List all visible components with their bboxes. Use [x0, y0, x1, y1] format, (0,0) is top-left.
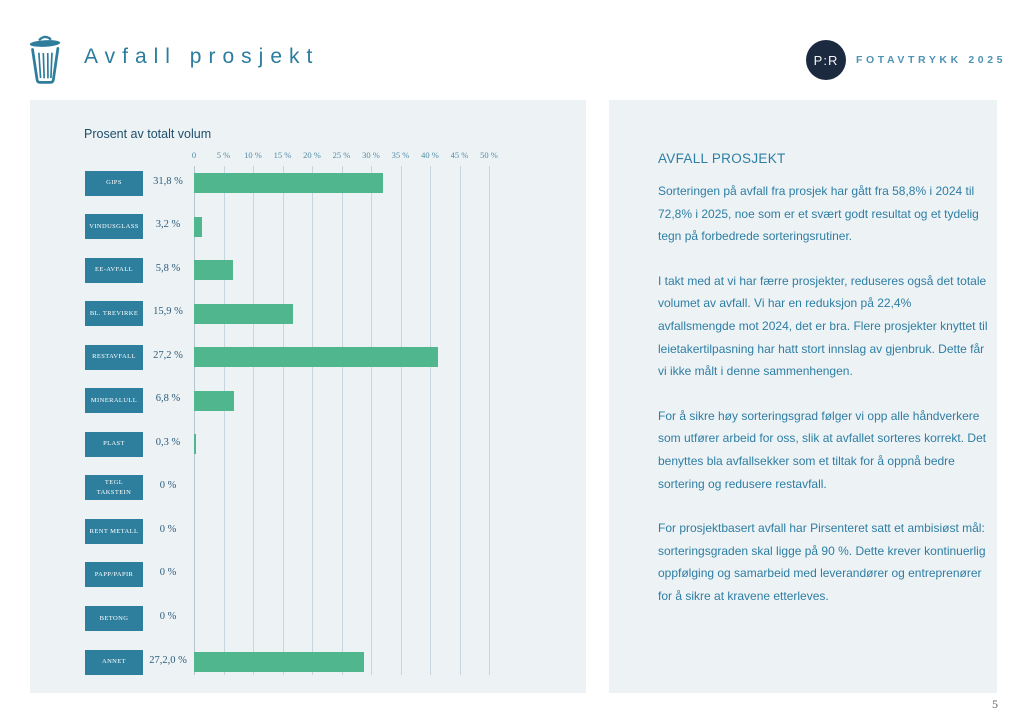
axis-tick: 40 %: [421, 150, 439, 160]
value-label: 6,8 %: [155, 393, 181, 405]
bar: [194, 652, 364, 673]
axis-tick: 10 %: [244, 150, 262, 160]
category-label-box: TEGL TAKSTEIN: [85, 475, 143, 501]
axis-tick: 45 %: [450, 150, 469, 160]
value-label: 15,9 %: [153, 306, 183, 318]
text-panel: AVFALL PROSJEKT Sorteringen på avfall fr…: [609, 100, 997, 693]
bar: [194, 216, 203, 237]
pr-logo-text: P:R: [813, 52, 839, 68]
chart-panel: Prosent av totalt volum 0 5 % 10 % 15 % 20 %…: [30, 100, 586, 693]
value-label: 31,8 %: [153, 175, 183, 187]
value-label: 0 %: [159, 480, 177, 492]
gridline: [430, 166, 431, 675]
bar: [194, 390, 235, 411]
axis-tick: 25 %: [332, 150, 351, 160]
category-label-box: VINDUSGLASS: [85, 214, 143, 240]
category-label-box: EE-AVFALL: [85, 257, 143, 283]
section-heading: AVFALL PROSJEKT: [658, 151, 786, 166]
value-label: 0 %: [159, 523, 177, 535]
axis-tick: 0: [191, 150, 197, 160]
gridline: [459, 166, 461, 675]
bar: [194, 347, 439, 368]
page-number: 5: [992, 697, 998, 711]
body-paragraph: For prosjektbasert avfall har Pirsentere…: [658, 521, 986, 603]
value-label: 0 %: [159, 611, 177, 622]
category-label-box: BL. TREVIRKE: [85, 301, 143, 327]
bar: [194, 303, 294, 324]
category-label-box: RENT METALL: [85, 518, 143, 544]
value-label: 5,8 %: [155, 262, 181, 274]
category-label-box: BETONG: [85, 606, 143, 631]
category-label-box: PAPP/PAPIR: [85, 562, 143, 588]
category-label-box: MINERALULL: [85, 388, 143, 414]
pr-logo: P:R: [806, 40, 846, 80]
gridline: [194, 166, 195, 675]
axis-tick: 35 %: [391, 150, 410, 160]
page-title: Avfall prosjekt: [84, 45, 320, 68]
axis-tick: 5 %: [216, 150, 231, 160]
body-paragraph: Sorteringen på avfall fra prosjek har gå…: [658, 184, 979, 244]
gridline: [312, 166, 313, 675]
gridline: [371, 166, 372, 675]
category-label-box: RESTAVFALL: [85, 344, 143, 370]
value-label: 27,2,0 %: [149, 654, 187, 666]
trash-icon: [26, 34, 64, 84]
category-label-box: GIPS: [85, 170, 143, 196]
bar-chart: 0 5 % 10 % 15 % 20 % 25 % 30 % 35 % 40 % 45 % 50 %…: [30, 100, 586, 693]
gridline: [282, 166, 284, 675]
body-paragraph: I takt med at vi har færre prosjekter, r…: [658, 273, 988, 379]
article-body: Sorteringen på avfall fra prosjek har gå…: [658, 180, 988, 630]
gridline: [341, 166, 343, 675]
category-label-box: PLAST: [85, 431, 143, 457]
chart-title: Prosent av totalt volum: [84, 127, 212, 141]
gridline: [253, 166, 254, 675]
axis-tick: 30 %: [362, 150, 380, 160]
value-label: 0,3 %: [155, 436, 181, 448]
axis-tick: 50 %: [480, 150, 498, 160]
gridline: [400, 166, 402, 675]
value-label: 27,2 %: [153, 349, 183, 361]
gridline: [223, 166, 225, 675]
bar: [194, 173, 384, 193]
axis-tick: 15 %: [273, 150, 292, 160]
category-label-box: ANNET: [85, 649, 143, 675]
brand-text: FOTAVTRYKK 2025: [856, 54, 1007, 66]
bar: [194, 260, 233, 281]
gridline: [489, 166, 490, 675]
bar: [194, 434, 197, 455]
value-label: 0 %: [159, 567, 177, 579]
body-paragraph: For å sikre høy sorteringsgrad følger vi…: [658, 408, 987, 491]
value-label: 3,2 %: [155, 219, 181, 231]
axis-tick: 20 %: [303, 150, 321, 160]
